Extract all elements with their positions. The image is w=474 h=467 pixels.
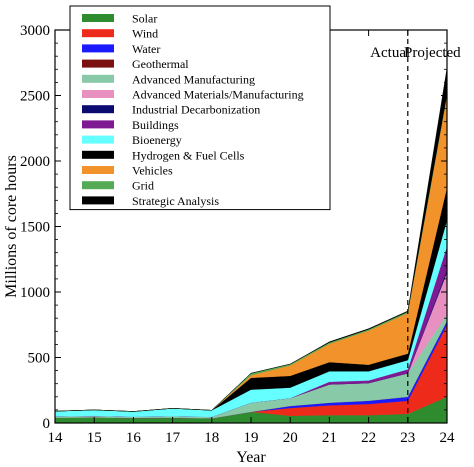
x-axis-label: Year <box>236 449 266 466</box>
legend-label: Grid <box>132 179 154 193</box>
y-tick-label: 2500 <box>20 89 50 105</box>
legend-label: Advanced Manufacturing <box>132 72 255 86</box>
legend-label: Wind <box>132 27 158 41</box>
x-tick-label: 16 <box>126 430 142 446</box>
y-tick-label: 500 <box>28 351 51 367</box>
legend-label: Buildings <box>132 118 179 132</box>
y-tick-label: 3000 <box>20 23 50 39</box>
x-tick-label: 20 <box>283 430 298 446</box>
y-tick-label: 1500 <box>20 220 50 236</box>
x-tick-label: 21 <box>322 430 337 446</box>
x-tick-label: 18 <box>204 430 219 446</box>
legend-label: Advanced Materials/Manufacturing <box>132 88 304 102</box>
legend-label: Solar <box>132 12 157 26</box>
legend-swatch <box>82 105 114 114</box>
legend-swatch <box>82 44 114 53</box>
legend-swatch <box>82 59 114 68</box>
legend-label: Water <box>132 42 160 56</box>
legend-label: Hydrogen & Fuel Cells <box>132 148 245 162</box>
legend-swatch <box>82 90 114 98</box>
legend-swatch <box>82 166 114 174</box>
x-tick-label: 14 <box>48 430 64 446</box>
legend-label: Vehicles <box>132 164 173 178</box>
y-axis-label: Millions of core hours <box>3 155 20 298</box>
annotation-projected: Projected <box>404 45 461 61</box>
legend-label: Industrial Decarbonization <box>132 103 260 117</box>
x-tick-label: 24 <box>440 430 456 446</box>
legend-swatch <box>82 196 114 205</box>
y-tick-label: 1000 <box>20 285 50 301</box>
x-tick-label: 22 <box>361 430 376 446</box>
x-tick-label: 19 <box>244 430 259 446</box>
legend-swatch <box>82 181 114 190</box>
x-tick-label: 17 <box>165 430 181 446</box>
y-tick-label: 2000 <box>20 154 50 170</box>
legend-swatch <box>82 14 114 22</box>
x-tick-label: 15 <box>87 430 102 446</box>
legend-swatch <box>82 74 114 83</box>
y-tick-label: 0 <box>43 416 51 432</box>
legend-swatch <box>82 120 114 129</box>
legend-label: Geothermal <box>132 57 189 71</box>
annotation-actual: Actual <box>370 45 410 61</box>
legend-swatch <box>82 29 114 38</box>
legend-label: Bioenergy <box>132 133 182 147</box>
legend-swatch <box>82 150 114 159</box>
legend-swatch <box>82 135 114 144</box>
x-tick-label: 23 <box>400 430 415 446</box>
legend-label: Strategic Analysis <box>132 194 219 208</box>
axis-ticks: 14 15 16 17 18 19 20 21 22 23 24 0 500 1000 1500 2000 25… <box>20 23 455 446</box>
